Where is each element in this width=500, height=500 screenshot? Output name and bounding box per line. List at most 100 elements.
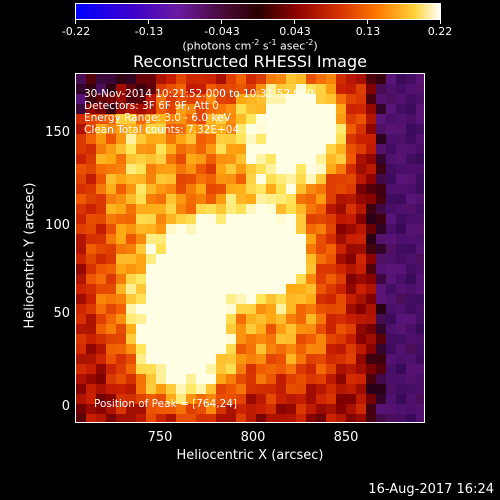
heatmap-cell xyxy=(266,414,276,422)
heatmap-cell xyxy=(216,184,226,194)
heatmap-cell xyxy=(156,234,166,244)
heatmap-cell xyxy=(306,234,316,244)
heatmap-cell xyxy=(346,394,356,404)
heatmap-cell xyxy=(106,224,116,234)
heatmap-cell xyxy=(116,194,126,204)
heatmap-cell xyxy=(376,164,386,174)
heatmap-cell xyxy=(306,344,316,354)
heatmap-cell xyxy=(376,364,386,374)
heatmap-cell xyxy=(326,334,336,344)
heatmap-cell xyxy=(186,344,196,354)
heatmap-cell xyxy=(196,394,206,404)
heatmap-cell xyxy=(116,234,126,244)
heatmap-cell xyxy=(76,164,86,174)
heatmap-cell xyxy=(226,274,236,284)
heatmap-cell xyxy=(366,84,376,94)
heatmap-cell xyxy=(96,144,106,154)
heatmap-cell xyxy=(286,234,296,244)
heatmap-cell xyxy=(156,174,166,184)
heatmap-cell xyxy=(176,184,186,194)
heatmap-cell xyxy=(306,214,316,224)
heatmap-cell xyxy=(316,174,326,184)
heatmap-cell xyxy=(406,134,416,144)
heatmap-cell xyxy=(106,354,116,364)
heatmap-cell xyxy=(176,164,186,174)
heatmap-cell xyxy=(156,304,166,314)
heatmap-cell xyxy=(156,364,166,374)
heatmap-cell xyxy=(326,304,336,314)
heatmap-cell xyxy=(286,184,296,194)
heatmap-cell xyxy=(256,74,266,84)
heatmap-cell xyxy=(206,264,216,274)
heatmap-cell xyxy=(136,414,146,422)
heatmap-cell xyxy=(186,74,196,84)
heatmap-cell xyxy=(266,184,276,194)
heatmap-cell xyxy=(236,394,246,404)
heatmap-cell xyxy=(316,354,326,364)
heatmap-cell xyxy=(216,374,226,384)
heatmap-cell xyxy=(106,294,116,304)
heatmap-cell xyxy=(126,164,136,174)
heatmap-cell xyxy=(196,234,206,244)
heatmap-cell xyxy=(276,254,286,264)
heatmap-cell xyxy=(276,274,286,284)
heatmap-cell xyxy=(246,234,256,244)
heatmap-cell xyxy=(376,154,386,164)
y-tick-label: 0 xyxy=(61,399,70,414)
heatmap-cell xyxy=(196,324,206,334)
heatmap-cell xyxy=(256,174,266,184)
heatmap-cell xyxy=(326,324,336,334)
heatmap-cell xyxy=(176,154,186,164)
heatmap-cell xyxy=(336,184,346,194)
heatmap-cell xyxy=(366,194,376,204)
heatmap-cell xyxy=(296,324,306,334)
heatmap-cell xyxy=(156,274,166,284)
heatmap-cell xyxy=(126,334,136,344)
y-tick-label: 100 xyxy=(45,218,70,233)
heatmap-cell xyxy=(166,284,176,294)
heatmap-cell xyxy=(236,324,246,334)
heatmap-cell xyxy=(366,364,376,374)
heatmap-cell xyxy=(86,204,96,214)
heatmap-cell xyxy=(366,344,376,354)
heatmap-cell xyxy=(276,244,286,254)
heatmap-cell xyxy=(356,184,366,194)
heatmap-cell xyxy=(256,314,266,324)
heatmap-cell xyxy=(366,264,376,274)
heatmap-cell xyxy=(116,384,126,394)
heatmap-cell xyxy=(96,174,106,184)
heatmap-cell xyxy=(266,234,276,244)
heatmap-cell xyxy=(116,364,126,374)
heatmap-cell xyxy=(356,114,366,124)
heatmap-cell xyxy=(416,134,424,144)
heatmap-cell xyxy=(276,204,286,214)
heatmap-cell xyxy=(186,294,196,304)
heatmap-cell xyxy=(296,184,306,194)
heatmap-cell xyxy=(306,354,316,364)
heatmap-cell xyxy=(406,324,416,334)
heatmap-cell xyxy=(316,94,326,104)
heatmap-cell xyxy=(76,344,86,354)
heatmap-cell xyxy=(146,134,156,144)
heatmap-cell xyxy=(356,204,366,214)
heatmap-cell xyxy=(316,214,326,224)
heatmap-cell xyxy=(246,164,256,174)
heatmap-cell xyxy=(96,164,106,174)
heatmap-cell xyxy=(246,364,256,374)
heatmap-cell xyxy=(206,394,216,404)
heatmap-cell xyxy=(206,254,216,264)
heatmap-cell xyxy=(86,354,96,364)
heatmap-cell xyxy=(106,384,116,394)
heatmap-cell xyxy=(276,394,286,404)
heatmap-cell xyxy=(206,274,216,284)
heatmap-cell xyxy=(176,114,186,124)
heatmap-cell xyxy=(176,414,186,422)
heatmap-cell xyxy=(376,194,386,204)
heatmap-cell xyxy=(226,354,236,364)
heatmap-cell xyxy=(226,374,236,384)
heatmap-cell xyxy=(336,214,346,224)
heatmap-cell xyxy=(176,194,186,204)
heatmap-cell xyxy=(266,274,276,284)
heatmap-cell xyxy=(376,274,386,284)
